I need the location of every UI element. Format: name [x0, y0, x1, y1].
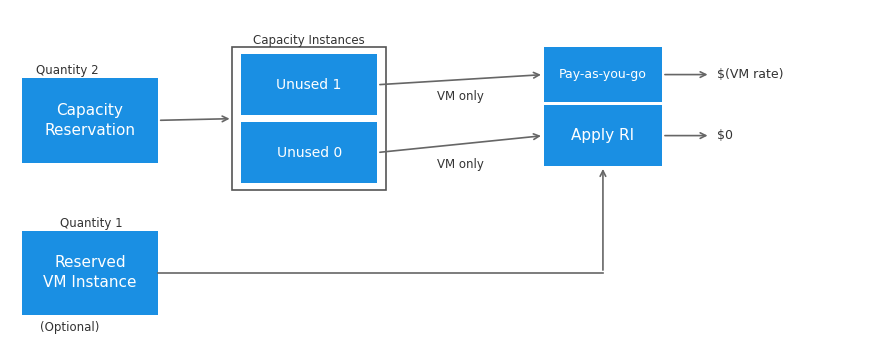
- Bar: [232, 47, 386, 190]
- Bar: [241, 122, 377, 183]
- Text: Reserved
VM Instance: Reserved VM Instance: [43, 256, 137, 290]
- Text: Capacity
Reservation: Capacity Reservation: [45, 103, 135, 138]
- Text: Unused 0: Unused 0: [276, 145, 342, 160]
- Bar: [22, 231, 158, 315]
- Text: (Optional): (Optional): [39, 321, 99, 334]
- Text: VM only: VM only: [437, 91, 484, 103]
- Text: Quantity 1: Quantity 1: [60, 217, 123, 230]
- Bar: [544, 105, 662, 166]
- Text: Unused 1: Unused 1: [276, 78, 342, 92]
- Text: $(VM rate): $(VM rate): [717, 68, 783, 81]
- Bar: [544, 47, 662, 102]
- Text: Apply RI: Apply RI: [572, 128, 634, 143]
- Text: VM only: VM only: [437, 158, 484, 171]
- Text: Quantity 2: Quantity 2: [36, 64, 98, 77]
- Bar: [241, 54, 377, 115]
- Text: $0: $0: [717, 129, 732, 142]
- Text: Pay-as-you-go: Pay-as-you-go: [559, 68, 647, 81]
- Bar: [22, 78, 158, 163]
- Text: Capacity Instances: Capacity Instances: [253, 34, 365, 47]
